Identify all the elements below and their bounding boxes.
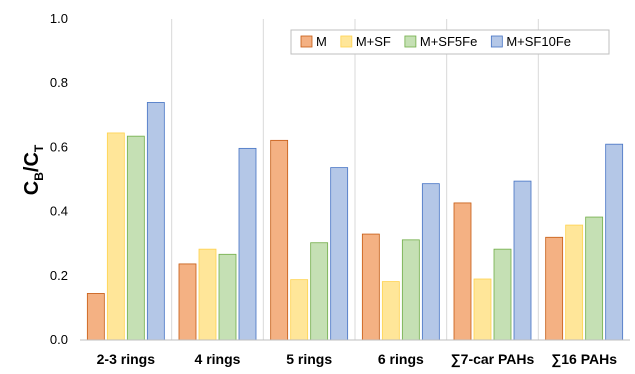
x-tick-label: 4 rings [195,351,241,367]
legend-swatch [490,35,503,48]
bar [401,239,420,341]
bar [126,135,145,341]
bar [86,293,105,341]
y-tick-label: 0.8 [50,75,68,90]
legend-swatch [404,35,417,48]
y-tick-label: 0.6 [50,139,68,154]
legend-swatch [300,35,313,48]
legend: M M+SF M+SF5Fe M+SF10Fe [290,29,610,55]
bar [513,180,532,341]
svg-text:CB/CT: CB/CT [21,144,46,195]
y-axis-title-sep: /C [21,152,43,172]
y-tick-label: 1.0 [50,11,68,26]
y-axis-title-sub1: B [32,172,46,181]
legend-label: M+SF [356,34,391,49]
y-tick-label: 0.4 [50,204,68,219]
x-tick-label: 5 rings [286,351,332,367]
y-axis-title-sub2: T [32,144,46,152]
bar [361,233,380,341]
category-labels: 2-3 rings 4 rings 5 rings 6 rings ∑7-car PAH… [97,351,618,368]
legend-swatch [340,35,353,48]
bar [106,132,125,341]
x-tick-label: ∑7-car PAHs [451,351,535,368]
y-tick-label: 0.2 [50,268,68,283]
bar [605,143,624,341]
bar [473,278,492,341]
bar [565,224,584,341]
bar [198,248,217,341]
bar [178,263,197,341]
category-separators [171,19,539,340]
bar [493,248,512,341]
bar [330,167,349,341]
bar [270,139,289,341]
legend-label: M [316,34,327,49]
bar [218,253,237,341]
bar [238,147,257,341]
y-axis-title-main: C [21,181,43,195]
x-tick-label: 2-3 rings [97,351,156,367]
bar [421,183,440,341]
bar [290,279,309,341]
legend-label: M+SF5Fe [420,34,477,49]
bar [381,281,400,341]
x-tick-label: 6 rings [378,351,424,367]
y-tick-labels: 0.0 0.2 0.4 0.6 0.8 1.0 [50,11,68,347]
bar [310,242,329,341]
y-tick-label: 0.0 [50,332,68,347]
legend-label: M+SF10Fe [506,34,571,49]
bar [585,216,604,341]
bar [545,236,564,341]
x-tick-label: ∑16 PAHs [551,351,617,368]
bar [453,202,472,341]
bar [146,102,165,341]
y-axis-title: CB/CT [21,144,46,195]
